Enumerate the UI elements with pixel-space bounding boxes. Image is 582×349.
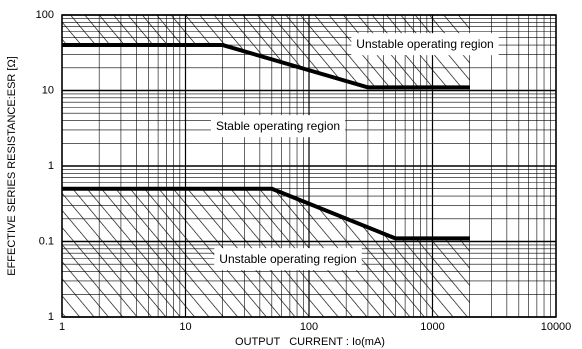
x-tick-label: 100 — [300, 321, 318, 333]
annotation: Stable operating region — [216, 119, 340, 133]
x-axis-label: OUTPUT CURRENT : Io(mA) — [235, 336, 385, 348]
boundary-line — [62, 43, 470, 90]
y-tick-label: 0.1 — [39, 235, 54, 247]
x-tick-label: 10000 — [541, 321, 572, 333]
y-tick-label: 1 — [48, 160, 54, 172]
x-tick-label: 1000 — [420, 321, 444, 333]
x-tick-label: 1 — [59, 321, 65, 333]
plot-frame — [61, 14, 557, 318]
y-tick-label: 100 — [36, 9, 54, 21]
y-axis-label: EFFECTIVE SERIES RESISTANCE:ESR [Ω] — [6, 56, 18, 276]
annotation-bg — [351, 33, 499, 56]
annotation: Unstable operating region — [219, 252, 356, 266]
annotation-bg — [210, 115, 346, 138]
annotation: Unstable operating region — [356, 37, 493, 51]
x-tick-label: 10 — [179, 321, 191, 333]
y-tick-label: 1 — [48, 311, 54, 323]
annotation-bg — [214, 248, 362, 271]
y-tick-label: 10 — [42, 84, 54, 96]
boundary-line — [62, 186, 470, 241]
